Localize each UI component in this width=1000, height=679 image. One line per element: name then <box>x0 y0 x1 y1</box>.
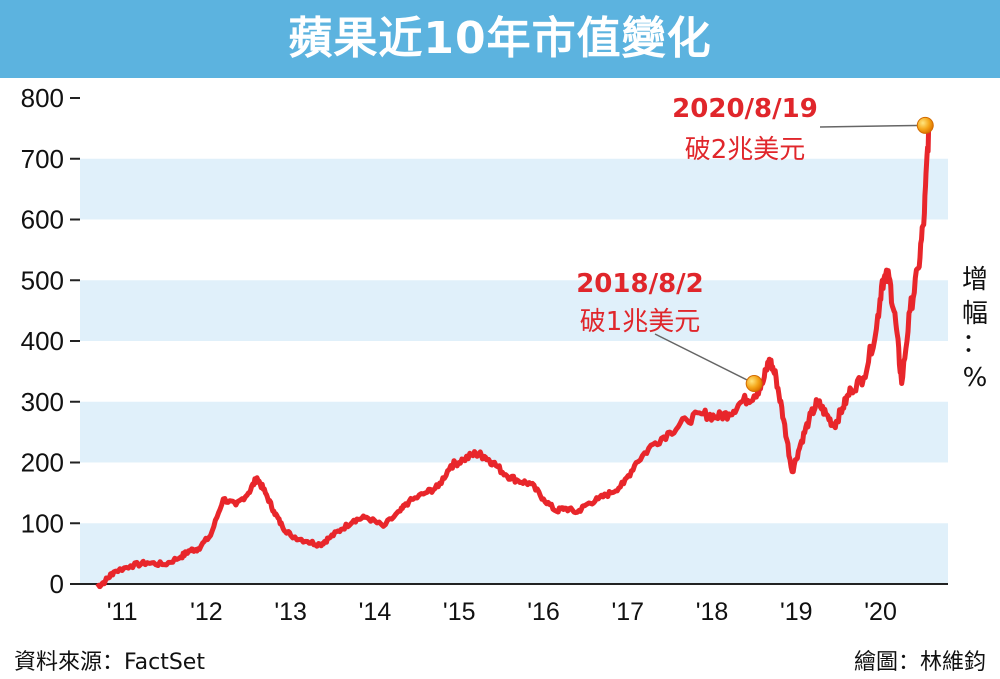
annotation-date: 2020/8/19 <box>672 94 818 124</box>
grid-band <box>80 158 948 220</box>
x-tick-label: '18 <box>696 598 729 626</box>
x-tick-label: '13 <box>274 598 307 626</box>
annotation-note: 破1兆美元 <box>580 307 701 337</box>
annotation-date: 2018/8/2 <box>576 269 704 299</box>
grid-band <box>80 401 948 463</box>
annotation-leader <box>819 124 926 128</box>
x-tick-label: '12 <box>190 598 223 626</box>
y-tick-label: 700 <box>21 144 64 174</box>
title-band <box>0 0 1000 78</box>
x-tick-label: '20 <box>864 598 897 626</box>
annotation-leader <box>654 333 755 385</box>
y-tick-label: 200 <box>21 448 64 478</box>
series-line <box>95 128 932 590</box>
y-tick-label: 800 <box>21 83 64 113</box>
x-axis-ticks: '11 '12 '13 '14 '15 '16 '17 '18 '19 '20 <box>107 598 897 626</box>
annotation-marker <box>916 116 934 134</box>
y-tick-label: 400 <box>21 326 64 356</box>
y-axis-label-char: % <box>963 363 988 393</box>
credit-note: 繪圖：林維鈞 <box>853 650 986 675</box>
chart-title: 蘋果近10年市值變化 <box>288 13 712 64</box>
y-axis-label-char: 幅 <box>962 299 988 329</box>
x-tick-label: '14 <box>359 598 392 626</box>
y-tick-label: 100 <box>21 508 64 538</box>
y-tick-label: 500 <box>21 265 64 295</box>
y-tick-label: 0 <box>50 569 64 599</box>
x-tick-label: '11 <box>107 598 138 626</box>
y-axis-label: 增幅：% <box>962 265 988 393</box>
annotations: 2018/8/2 破1兆美元 2020/8/19 破2兆美元 <box>576 94 934 393</box>
grid-band <box>80 280 948 341</box>
annotation-marker <box>745 375 763 393</box>
source-note: 資料來源：FactSet <box>14 650 205 675</box>
y-axis-ticks: 0 100 200 300 400 500 600 700 800 <box>21 83 80 599</box>
x-tick-label: '16 <box>527 598 560 626</box>
grid-bands <box>80 158 948 584</box>
y-axis-label-char: 增 <box>962 265 988 295</box>
annotation-note: 破2兆美元 <box>685 135 806 165</box>
y-tick-label: 600 <box>21 205 64 235</box>
y-axis-label-char: ： <box>962 329 988 359</box>
x-tick-label: '17 <box>611 598 644 626</box>
grid-band <box>80 523 948 584</box>
x-tick-label: '15 <box>443 598 476 626</box>
y-tick-label: 300 <box>21 387 64 417</box>
x-tick-label: '19 <box>780 598 813 626</box>
